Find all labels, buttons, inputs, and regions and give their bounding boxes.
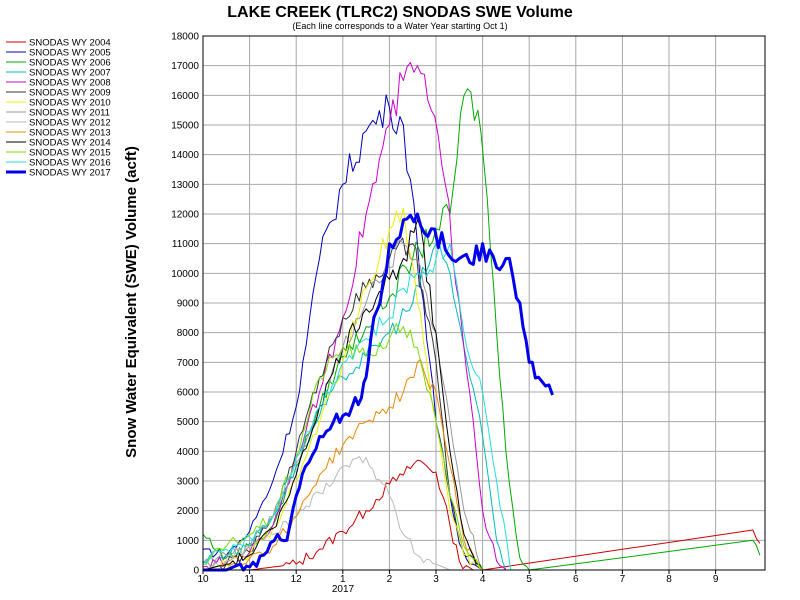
series-line (202, 456, 451, 571)
x-tick-labels: 10 11 12 1 2 3 4 5 6 7 8 9 (197, 574, 718, 585)
x-tick-label: 6 (573, 574, 579, 585)
x-tick-label: 10 (197, 574, 209, 585)
y-tick-label: 4000 (177, 447, 200, 458)
legend-entry: SNODAS WY 2011 (29, 108, 110, 119)
legend-entry: SNODAS WY 2012 (29, 118, 111, 129)
y-tick-label: 10000 (171, 269, 199, 280)
series-line (202, 237, 483, 571)
x-tick-label: 11 (244, 574, 255, 585)
legend-entry: SNODAS WY 2017 (29, 168, 111, 179)
chart-title: LAKE CREEK (TLRC2) SNODAS SWE Volume (227, 4, 573, 21)
x-tick-label: 9 (713, 574, 719, 585)
y-tick-label: 7000 (177, 358, 200, 369)
legend-entry: SNODAS WY 2007 (29, 68, 111, 79)
y-tick-label: 5000 (177, 417, 200, 428)
x-tick-label: 5 (526, 574, 532, 585)
y-tick-label: 3000 (177, 477, 200, 488)
y-tick-label: 12000 (171, 210, 199, 221)
legend-entry: SNODAS WY 2004 (29, 38, 111, 49)
x-tick-label: 2 (387, 574, 393, 585)
y-tick-label: 9000 (177, 299, 200, 310)
series-line (202, 243, 512, 571)
legend-entry: SNODAS WY 2014 (29, 138, 111, 149)
series-line (202, 61, 507, 571)
y-tick-label: 14000 (171, 150, 199, 161)
x-tick-label: 12 (291, 574, 303, 585)
y-tick-label: 0 (193, 566, 199, 577)
plot-frame (202, 35, 766, 571)
legend-entry: SNODAS WY 2016 (29, 158, 111, 169)
series-line (202, 243, 507, 571)
legend-entry: SNODAS WY 2013 (29, 128, 111, 139)
series-line (202, 323, 483, 571)
chart-subtitle: (Each line corresponds to a Water Year s… (292, 21, 507, 31)
legend-entry: SNODAS WY 2006 (29, 58, 111, 69)
y-axis-label: Snow Water Equivalent (SWE) Volume (acft… (123, 146, 140, 458)
x-tick-label: 7 (620, 574, 626, 585)
y-tick-label: 17000 (171, 61, 199, 72)
series-line (202, 359, 484, 571)
y-tick-label: 6000 (177, 388, 200, 399)
y-tick-label: 11000 (172, 239, 200, 250)
x-tick-label: 4 (480, 574, 486, 585)
x-tick-label: 3 (433, 574, 439, 585)
legend-entry: SNODAS WY 2008 (29, 78, 111, 89)
legend-entry: SNODAS WY 2015 (29, 148, 111, 159)
legend-entry: SNODAS WY 2010 (29, 98, 111, 109)
y-tick-label: 18000 (171, 32, 199, 43)
x-year-label: 2017 (332, 584, 355, 595)
y-tick-label: 1000 (177, 536, 200, 547)
legend-entry: SNODAS WY 2005 (29, 48, 111, 59)
y-tick-label: 8000 (177, 328, 200, 339)
y-tick-label: 2000 (177, 506, 200, 517)
x-tick-label: 8 (666, 574, 672, 585)
y-tick-labels: 0 1000 2000 3000 4000 5000 6000 7000 8000 9000 100… (171, 32, 199, 577)
y-tick-label: 15000 (171, 121, 199, 132)
y-tick-label: 16000 (171, 91, 199, 102)
x-tick-label: 1 (340, 574, 346, 585)
series-line (203, 212, 554, 572)
y-tick-label: 13000 (171, 180, 199, 191)
legend-entry: SNODAS WY 2009 (29, 88, 111, 99)
